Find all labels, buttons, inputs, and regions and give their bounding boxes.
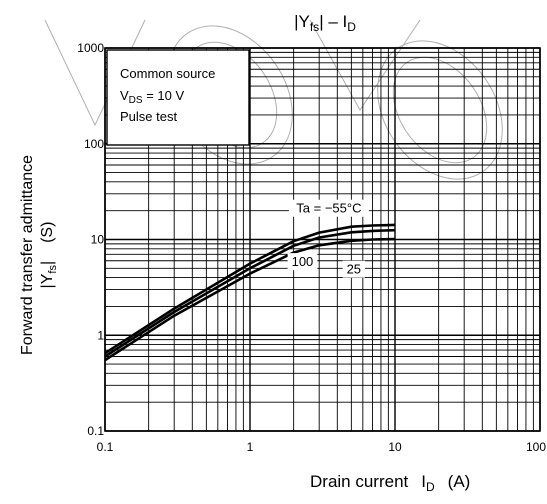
conditions-line-1: Common source (120, 66, 215, 81)
x-tick-label: 100 (526, 440, 546, 454)
x-tick-label: 0.1 (97, 440, 114, 454)
annotation-background (288, 199, 369, 217)
x-tick-label: 10 (388, 440, 402, 454)
annotations: Ta = −55°C 100 25 (287, 199, 369, 278)
x-axis-label: Drain current ID (A) (310, 472, 470, 494)
y-axis-label: Forward transfer admittance |Yfs|(S) (19, 155, 59, 355)
y-axis-label-line-1: Forward transfer admittance (19, 155, 36, 355)
x-tick-labels: 0.1 1 10 100 (97, 440, 547, 454)
series-label: Ta = −55°C (296, 201, 361, 216)
y-tick-label: 100 (84, 137, 104, 151)
series-line (104, 237, 396, 362)
y-tick-label: 0.1 (87, 424, 104, 438)
plot-frame (104, 47, 541, 432)
conditions-line-2: VDS = 10 V (120, 88, 184, 106)
series-label: 25 (347, 262, 361, 277)
conditions-box: Common source VDS = 10 V Pulse test (106, 49, 250, 146)
series-group (104, 223, 396, 362)
y-tick-labels: 0.1 1 10 100 1000 (77, 41, 104, 438)
y-axis-label-line-2: |Yfs|(S) (39, 222, 59, 289)
y-tick-label: 10 (91, 233, 105, 247)
y-tick-label: 1000 (77, 41, 104, 55)
chart-title: |Yfs| – ID (294, 12, 356, 34)
series-label: 100 (292, 254, 314, 269)
conditions-line-3: Pulse test (120, 109, 177, 124)
series-line (104, 223, 396, 355)
x-tick-label: 1 (247, 440, 254, 454)
annotation-background (342, 260, 366, 278)
series-line (104, 228, 396, 358)
y-tick-label: 1 (97, 328, 104, 342)
annotation-background (287, 253, 318, 271)
